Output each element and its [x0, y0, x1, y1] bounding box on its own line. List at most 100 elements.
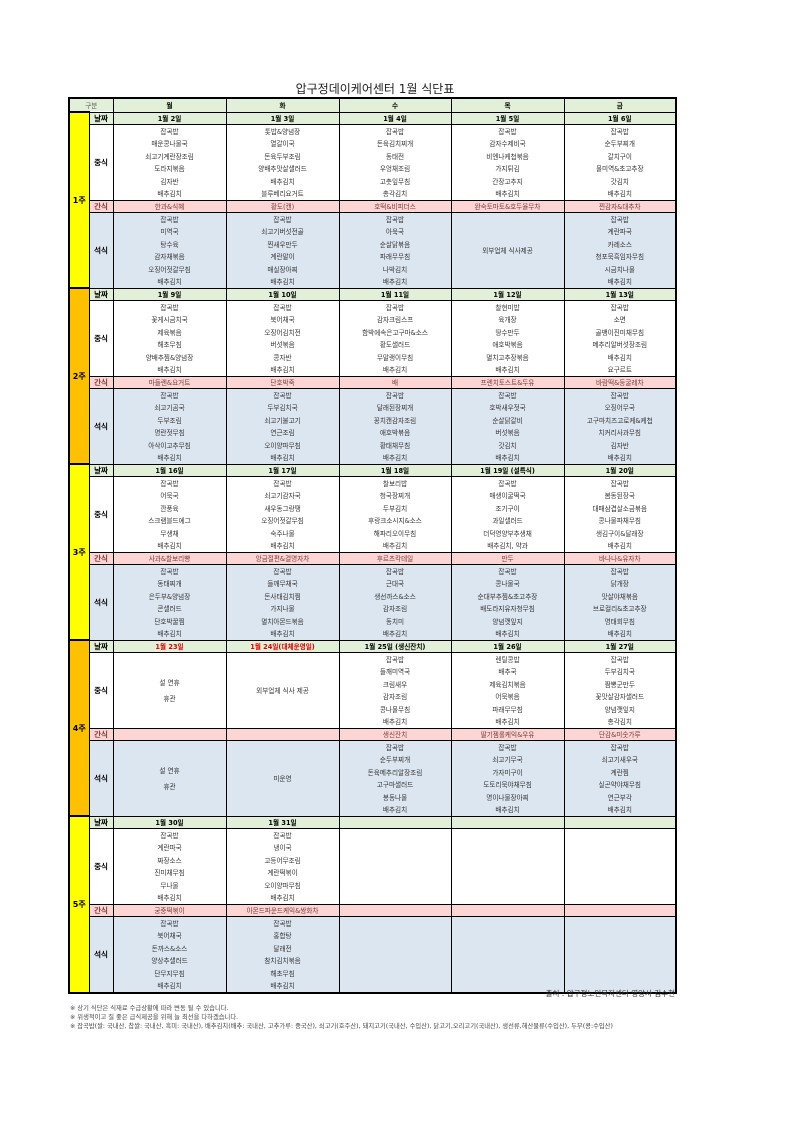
category-dinner: 석식	[88, 387, 114, 465]
menu-item: 골뱅이진미채무침	[595, 328, 645, 337]
menu-item: 김자반	[610, 441, 629, 450]
dinner-items: 잡곡밥 쇠고기곰국 두부조림 명란젓무침 아삭이고추무침 배추김치	[114, 389, 225, 463]
menu-item: 근대국	[385, 580, 405, 589]
menu-item: 배추김치	[495, 630, 520, 639]
date-cell: 1월 11일	[338, 287, 452, 301]
menu-item: 두부조림	[157, 416, 182, 425]
menu-item: 잡곡밥	[610, 303, 629, 312]
dinner-cell: 잡곡밥 콩나물국 순대부추찜&초고추장 배도라지유자청무침 양념깻잎지 배추김치	[450, 563, 565, 641]
menu-item: 고춧잎무침	[379, 177, 411, 186]
menu-item: 우엉채조림	[379, 165, 411, 174]
dinner-cell: 잡곡밥 쇠고기무국 가자미구이 도토리묵야채무침 명이나물장아찌 배추김치	[450, 739, 565, 817]
menu-item: 실곤약야채무침	[598, 781, 641, 790]
menu-item: 잡곡밥	[498, 127, 517, 136]
menu-item: 무생채	[160, 529, 179, 538]
menu-item: 양배추찜&양념장	[145, 353, 194, 362]
menu-item: 황도샐러드	[379, 341, 411, 350]
lunch-cell: 잡곡밥 봄동된장국 대패삼겹살소금볶음 콩나물파채무침 생김구이&달래장 배추김치	[563, 475, 677, 553]
gubun-header: 구분	[68, 97, 114, 113]
menu-item: 쇠고기곰국	[154, 404, 185, 413]
dinner-items: 외부업체 식사제공	[452, 213, 563, 287]
lunch-items: 잡곡밥 감자수제비국 비엔나케첩볶음 가지튀김 간장고추지 배추김치	[452, 125, 563, 199]
dinner-cell: 잡곡밥 쇠고기새우국 계란찜 실곤약야채무침 연근부각 배추김치	[563, 739, 677, 817]
lunch-items: 톳밥&양념장 열갈이국 돈육두부조림 양배추맛살샐러드 배추김치 블루베리요거트	[227, 125, 338, 199]
lunch-items: 잡곡밥 소면 골뱅이진미채무침 메추리알버섯장조림 배추김치 요구르트	[565, 301, 675, 375]
week-label: 5주	[68, 815, 90, 994]
lunch-cell: 잡곡밥 매생이굴떡국 조기구이 과일샐러드 더덕영양부추생채 배추김치, 약과	[450, 475, 565, 553]
menu-item: 감자수제비국	[489, 140, 526, 149]
dinner-cell: 잡곡밥 쇠고기버섯전골 찐새우만두 계란말이 매실장아찌 배추김치	[225, 211, 340, 289]
dinner-cell: 잡곡밥 쇠고기곰국 두부조림 명란젓무침 아삭이고추무침 배추김치	[112, 387, 227, 465]
lunch-items: 잡곡밥 계란파국 짜장소스 진미채무침 무나물 배추김치	[114, 829, 225, 903]
menu-item: 청국장찌개	[379, 492, 411, 501]
menu-item: 순두부찌개	[379, 756, 411, 765]
menu-item: 감자조림	[382, 605, 408, 614]
date-row: 5주 날짜 1월 30일 1월 31일	[68, 815, 677, 994]
menu-item: 오징어무국	[604, 404, 635, 413]
menu-item: 은두부&양념장	[148, 592, 191, 601]
menu-item: 브로컬리&초고추장	[592, 605, 647, 614]
snack-cell: 프렌치토스트&두유	[450, 375, 565, 389]
menu-item: 잡곡밥	[273, 567, 292, 576]
menu-item: 순두부찌개	[604, 140, 635, 149]
menu-item: 대패삼겹살소금볶음	[592, 504, 648, 513]
menu-item: 홍합탕	[273, 932, 292, 941]
dinner-items: 잡곡밥 쇠고기새우국 계란찜 실곤약야채무침 연근부각 배추김치	[565, 741, 675, 815]
menu-item: 해초무침	[270, 969, 295, 978]
menu-item: 잡곡밥	[498, 479, 517, 488]
menu-item: 렌틸콩밥	[495, 655, 520, 664]
menu-item: 외부업체 식사제공	[482, 247, 533, 255]
menu-item: 잡곡밥	[160, 127, 179, 136]
lunch-cell: 잡곡밥 냉이국 고등어무조림 계란떡볶이 오이양파무침 배추김치	[225, 827, 340, 905]
menu-item: 오이양파무침	[264, 441, 301, 450]
menu-item: 배추김치	[607, 278, 632, 287]
week-label: 4주	[68, 639, 90, 817]
date-cell: 1월 5일	[450, 111, 565, 125]
menu-item: 총각김치	[382, 190, 408, 199]
menu-item: 동태전	[385, 152, 405, 161]
snack-row: 간식 생신잔치 딸기젬롤케익&우유 단감&미숫가루	[69, 727, 677, 741]
day-header-mon: 월	[112, 97, 227, 113]
menu-item: 숙주나물	[270, 529, 295, 538]
menu-item: 양상추샐러드	[151, 957, 188, 966]
snack-cell	[450, 903, 565, 917]
menu-item: 배추김치	[382, 542, 408, 551]
category-lunch: 중식	[88, 475, 114, 553]
menu-item: 배추김치	[270, 177, 295, 186]
menu-item: 북어채국	[270, 316, 295, 325]
category-date: 날짜	[88, 287, 114, 301]
page-title: 압구정데이케어센터 1월 식단표	[295, 82, 455, 96]
menu-item: 스크램블드에그	[148, 517, 191, 526]
menu-item: 톳밥&양념장	[264, 127, 301, 136]
menu-item: 잡곡밥	[273, 391, 292, 400]
lunch-items: 잡곡밥 북어채국 오징어김치전 버섯볶음 콩자반 배추김치	[227, 301, 338, 375]
dinner-items: 잡곡밥 순두부찌개 돈육메추리알장조림 고구마샐러드 봉동나물 배추김치	[340, 741, 450, 815]
menu-item: 쇠고기계란장조림	[145, 152, 194, 161]
menu-item: 잡곡밥	[610, 655, 629, 664]
lunch-items	[452, 829, 563, 903]
menu-item: 황태채무침	[379, 441, 411, 450]
dinner-row: 석식 설 연휴 휴관 미운영 잡곡밥 순두부찌개 돈육메추리알장조림 고구마샐러드 봉동나물 배추…	[69, 739, 677, 817]
week-label: 1주	[68, 111, 90, 289]
category-lunch: 중식	[88, 827, 114, 905]
menu-item: 배추김치	[607, 806, 632, 815]
menu-item: 닭개장	[610, 580, 629, 589]
menu-item: 생김구이&달래장	[595, 529, 644, 538]
snack-cell: 후르츠칵테일	[338, 551, 452, 565]
menu-item: 쇠고기불고기	[264, 416, 301, 425]
menu-item: 잡곡밥	[385, 391, 405, 400]
menu-item: 돈육메추리알장조림	[367, 768, 423, 777]
dinner-items: 설 연휴 휴관	[114, 741, 225, 815]
menu-item: 고구마샐러드	[376, 781, 414, 790]
dinner-items: 잡곡밥 미역국 탕수육 감자채볶음 오징어젓갈무침 배추김치	[114, 213, 225, 287]
dinner-cell: 잡곡밥 두부김치국 쇠고기불고기 연근조림 오이양파무침 배추김치	[225, 387, 340, 465]
lunch-row: 중식 잡곡밥 계란파국 짜장소스 진미채무침 무나물 배추김치 잡곡밥 냉이국 고등어무조림 계란떡…	[69, 827, 677, 905]
lunch-cell	[563, 827, 677, 905]
menu-item: 멸치아몬드볶음	[261, 617, 304, 626]
menu-item: 생선까스&소스	[374, 592, 416, 601]
dinner-cell	[450, 915, 565, 993]
dinner-cell: 미운영	[225, 739, 340, 817]
snack-cell: 사과&찰보리빵	[112, 551, 227, 565]
menu-item: 잡곡밥	[273, 215, 292, 224]
menu-item: 양념깻잎지	[492, 617, 523, 626]
